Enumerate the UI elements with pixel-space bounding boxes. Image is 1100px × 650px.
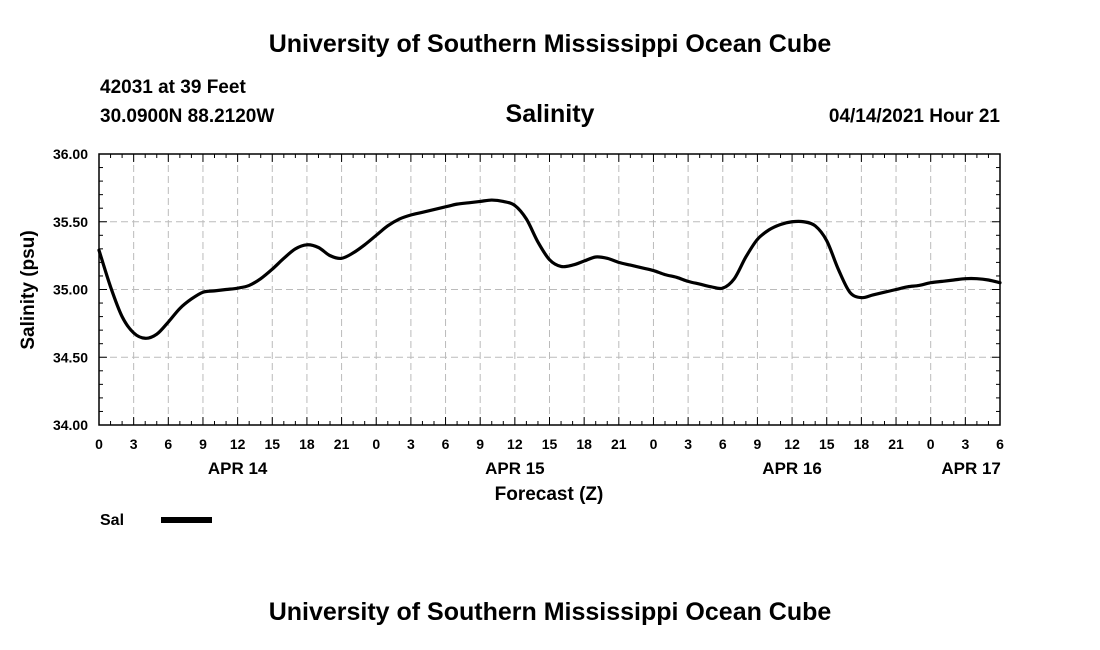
date-label: APR 16: [762, 459, 822, 478]
date-label: APR 17: [941, 459, 1001, 478]
y-tick-label: 36.00: [53, 146, 88, 162]
legend-label-sal: Sal: [100, 512, 124, 529]
x-tick-label: 9: [476, 436, 484, 452]
x-tick-label: 21: [334, 436, 350, 452]
x-tick-label: 21: [611, 436, 627, 452]
x-tick-label: 0: [95, 436, 103, 452]
datetime-label: 04/14/2021 Hour 21: [828, 106, 1000, 127]
x-tick-label: 21: [888, 436, 904, 452]
x-axis-label: Forecast (Z): [495, 484, 604, 505]
x-tick-label: 18: [576, 436, 592, 452]
station-label: 42031 at 39 Feet: [100, 77, 246, 98]
legend: Sal: [100, 512, 212, 529]
x-tick-label: 3: [130, 436, 138, 452]
x-tick-label: 3: [684, 436, 692, 452]
date-labels: APR 14 APR 15 APR 16 APR 17: [208, 459, 1001, 478]
x-tick-label: 18: [854, 436, 870, 452]
x-tick-label: 6: [442, 436, 450, 452]
x-tick-label: 0: [372, 436, 380, 452]
x-tick-label: 18: [299, 436, 315, 452]
x-tick-label: 15: [819, 436, 835, 452]
x-tick-label: 15: [264, 436, 280, 452]
x-tick-label: 6: [164, 436, 172, 452]
x-tick-label: 12: [230, 436, 246, 452]
x-tick-label: 0: [650, 436, 658, 452]
y-axis-label: Salinity (psu): [18, 230, 39, 349]
y-tick-label: 35.00: [53, 282, 88, 298]
x-tick-label: 3: [961, 436, 969, 452]
plot-title: Salinity: [505, 100, 595, 128]
series-line-sal: [97, 198, 1002, 340]
x-tick-label: 12: [784, 436, 800, 452]
chart-title: University of Southern Mississippi Ocean…: [268, 30, 832, 58]
axis-ticks: [98, 153, 1001, 426]
y-tick-label: 35.50: [53, 214, 88, 230]
x-tick-label: 15: [542, 436, 558, 452]
y-tick-labels: 34.00 34.50 35.00 35.50 36.00: [53, 146, 88, 433]
coordinates-label: 30.0900N 88.2120W: [100, 106, 275, 127]
footer-title: University of Southern Mississippi Ocean…: [268, 598, 832, 626]
x-tick-label: 6: [996, 436, 1004, 452]
x-tick-label: 6: [719, 436, 727, 452]
x-tick-label: 12: [507, 436, 523, 452]
x-tick-label: 0: [927, 436, 935, 452]
x-tick-label: 3: [407, 436, 415, 452]
series-layer: [97, 198, 1002, 340]
y-tick-label: 34.50: [53, 349, 88, 365]
date-label: APR 14: [208, 459, 268, 478]
y-tick-label: 34.00: [53, 417, 88, 433]
date-label: APR 15: [485, 459, 545, 478]
x-tick-label: 9: [199, 436, 207, 452]
x-tick-label: 9: [754, 436, 762, 452]
x-tick-labels: 0 3 6 9 12 15 18 21 0 3 6 9 12 15 18 21 0 3 6 9 12 15 18 21 0 3 6: [95, 436, 1004, 452]
